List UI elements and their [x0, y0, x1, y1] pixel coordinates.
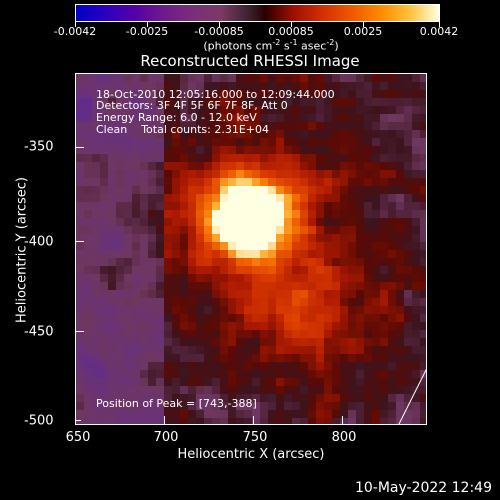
colorbar-tick: [219, 22, 220, 27]
x-axis-label: Heliocentric X (arcsec): [177, 447, 325, 462]
colorbar-tick-label: 0.0025: [343, 25, 383, 38]
x-tick: [342, 416, 343, 425]
y-axis-label: Heliocentric Y (arcsec): [14, 177, 30, 323]
image-panel: 18-Oct-2010 12:05:16.000 to 12:09:44.000…: [75, 73, 427, 425]
colorbar-tick-label: -0.0025: [125, 25, 169, 38]
y-tick-label: -350: [24, 139, 54, 155]
x-tick-label: 750: [242, 430, 268, 445]
rhessi-heatmap: [76, 74, 426, 424]
colorbar-tick: [363, 22, 364, 27]
colorbar-tick: [291, 22, 292, 27]
info-detectors: Detectors: 3F 4F 5F 6F 7F 8F, Att 0: [96, 99, 288, 112]
limb-line: [398, 368, 426, 424]
x-tick-label: 650: [65, 430, 91, 445]
x-tick-label: 800: [331, 430, 357, 445]
y-tick: [75, 147, 84, 148]
info-energy-range: Energy Range: 6.0 - 12.0 keV: [96, 111, 257, 124]
colorbar-tick: [439, 22, 440, 27]
render-timestamp: 10-May-2022 12:49: [354, 480, 492, 496]
colorbar-tick-label: -0.00085: [194, 25, 244, 38]
colorbar-units: (photons cm-2 s-1 asec-2): [203, 38, 339, 53]
colorbar-tick-label: 0.0042: [419, 25, 459, 38]
colorbar-tick-label: 0.00085: [268, 25, 314, 38]
y-tick-label: -450: [24, 324, 54, 340]
y-tick: [75, 331, 84, 332]
x-tick-label: 700: [153, 430, 179, 445]
info-peak-position: Position of Peak = [743,-388]: [96, 397, 257, 410]
info-clean: Clean Total counts: 2.31E+04: [96, 123, 270, 136]
x-tick: [75, 419, 76, 425]
colorbar-tick: [75, 22, 76, 27]
plot-title: Reconstructed RHESSI Image: [140, 52, 360, 70]
y-tick-label: -500: [24, 413, 54, 429]
colorbar: [75, 4, 440, 22]
info-time-range: 18-Oct-2010 12:05:16.000 to 12:09:44.000: [96, 88, 335, 101]
x-tick: [253, 416, 254, 425]
colorbar-tick-label: -0.0042: [53, 25, 97, 38]
colorbar-tick: [147, 22, 148, 27]
y-tick: [75, 241, 84, 242]
x-tick: [164, 416, 165, 425]
y-tick: [75, 420, 81, 421]
y-tick-label: -400: [24, 234, 54, 250]
